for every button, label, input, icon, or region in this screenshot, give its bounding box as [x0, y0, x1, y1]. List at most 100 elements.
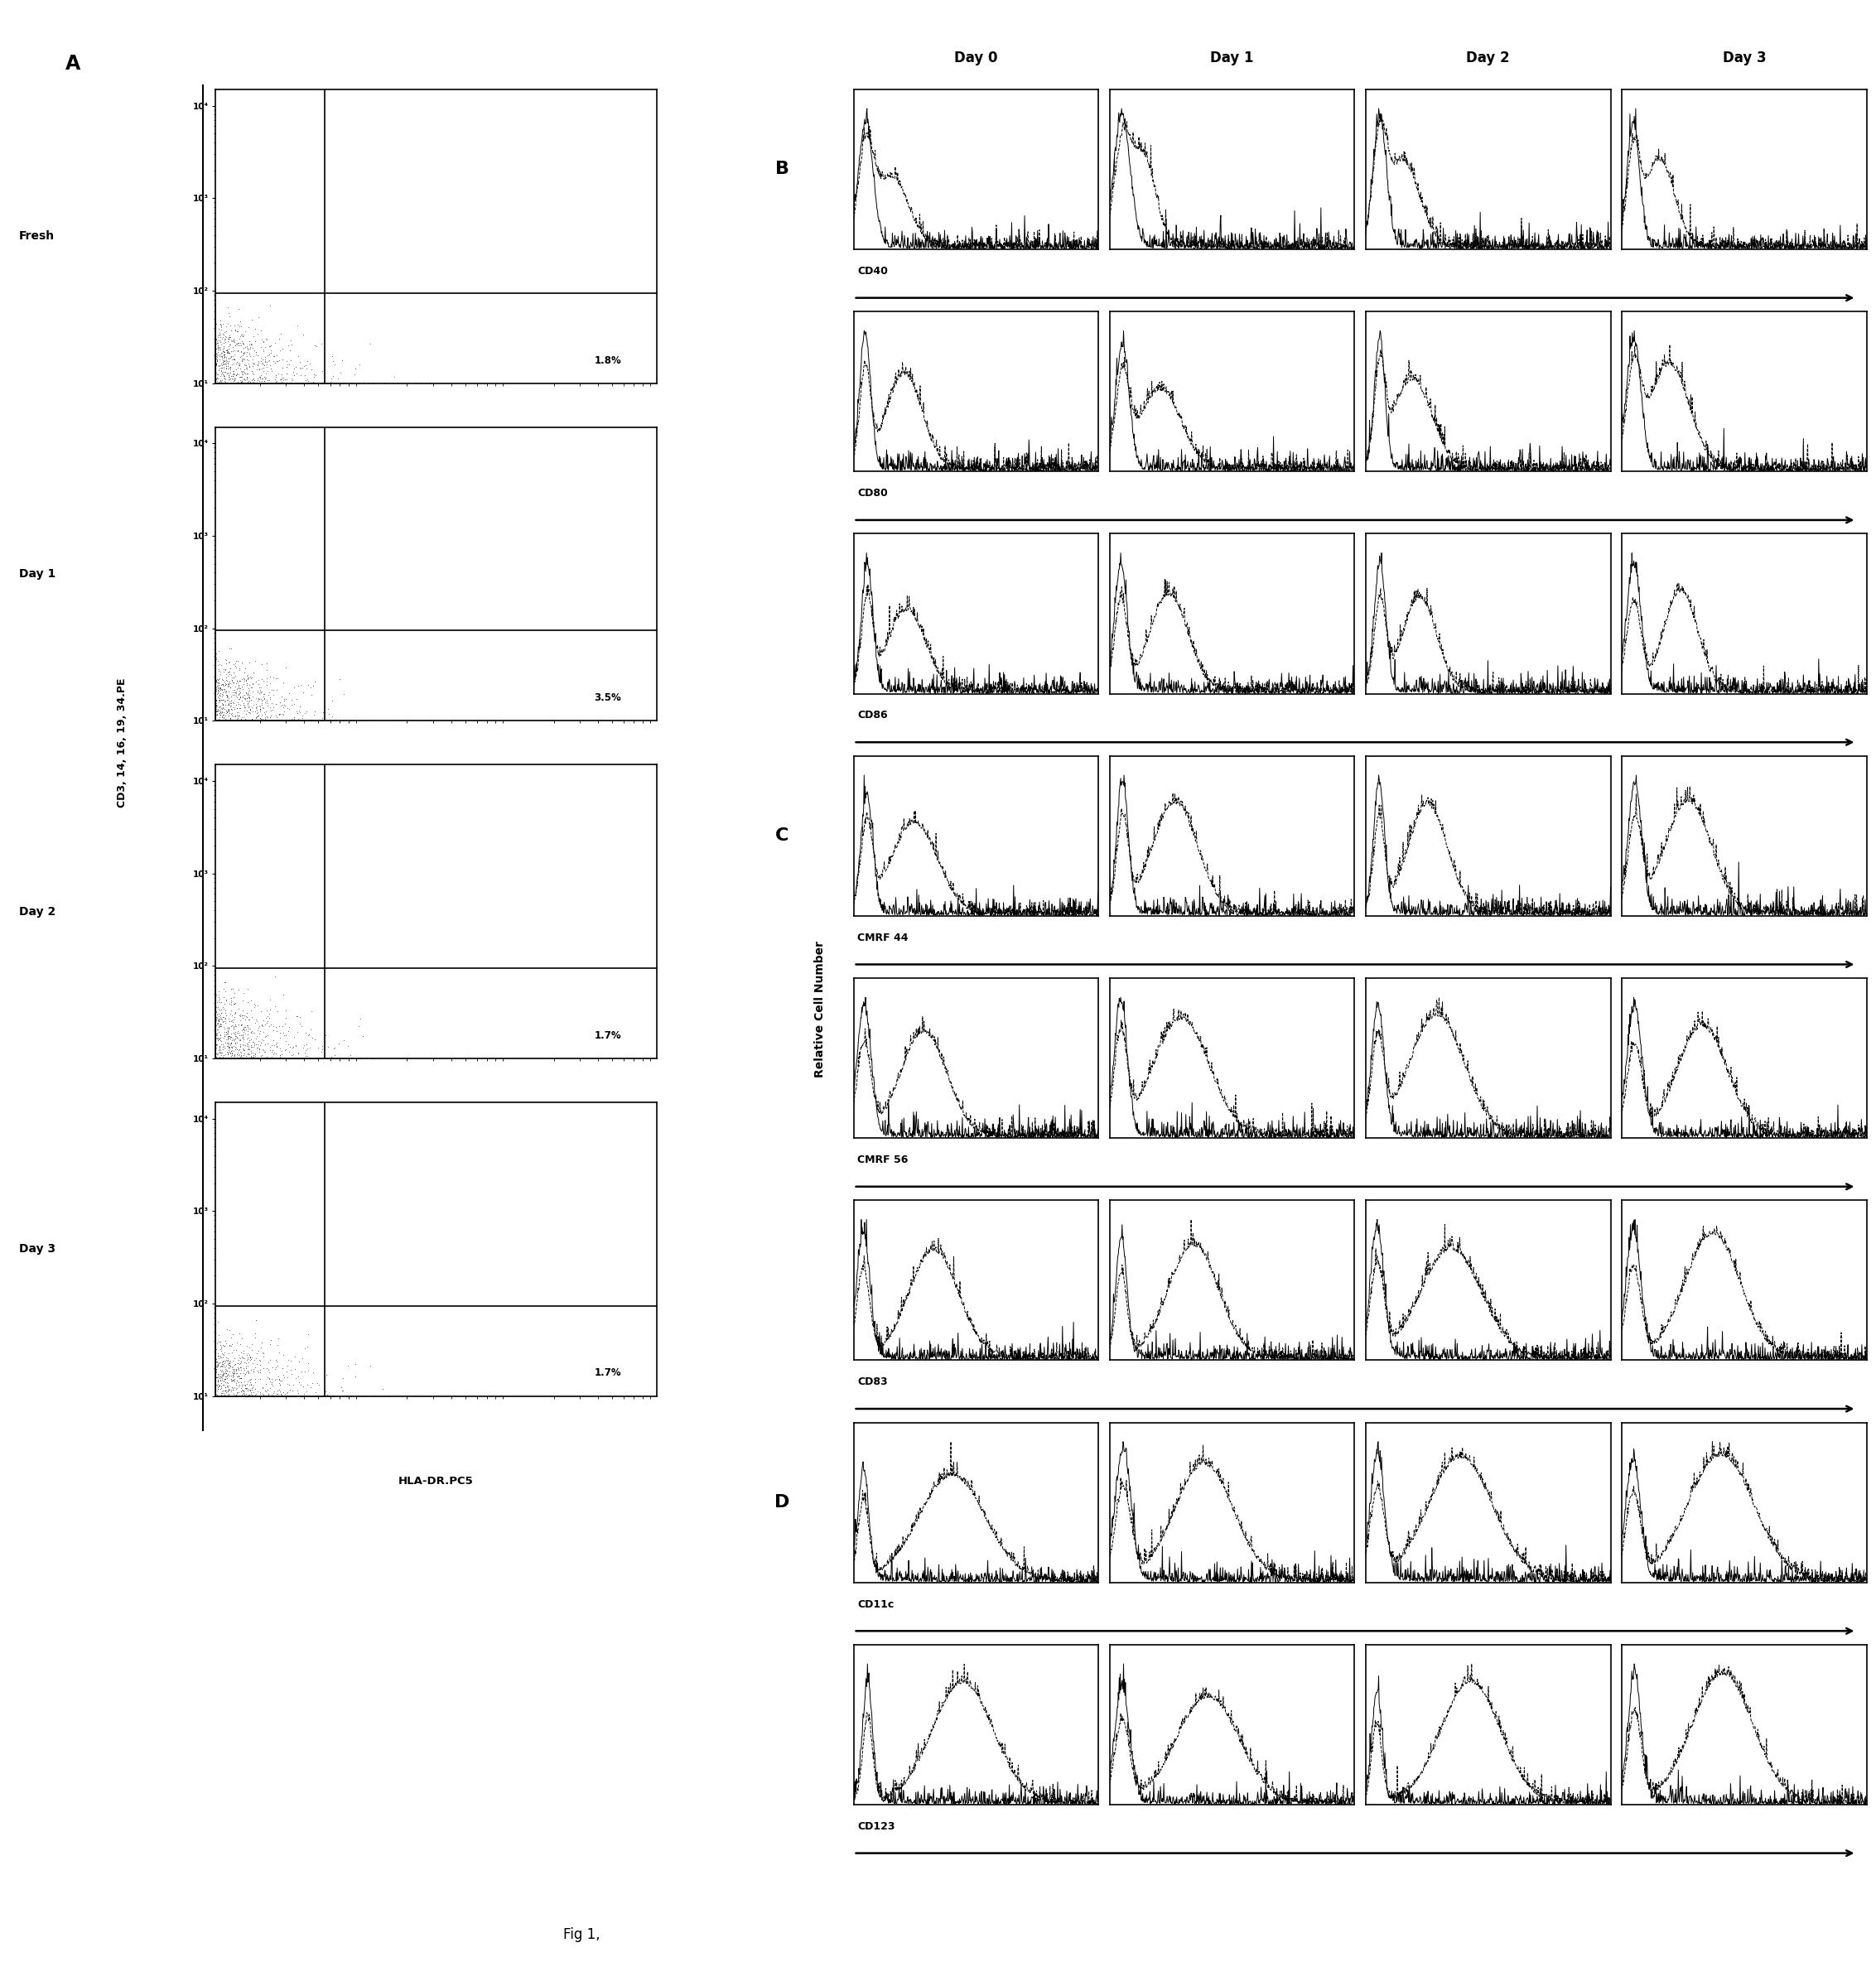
- Point: [204, 703, 234, 735]
- Point: [201, 352, 231, 383]
- Point: [201, 701, 231, 733]
- Point: [248, 1380, 278, 1412]
- Point: [201, 1043, 231, 1074]
- Point: [201, 332, 231, 363]
- Point: [268, 705, 298, 737]
- Point: [201, 1027, 231, 1059]
- Point: [201, 667, 231, 699]
- Point: [201, 1043, 231, 1074]
- Point: [201, 348, 231, 379]
- Point: [201, 1043, 231, 1074]
- Point: [204, 1380, 234, 1412]
- Point: [206, 679, 236, 711]
- Point: [201, 359, 231, 391]
- Point: [201, 1029, 231, 1061]
- Point: [201, 705, 231, 737]
- Point: [201, 1380, 231, 1412]
- Point: [201, 316, 231, 348]
- Point: [201, 1043, 231, 1074]
- Point: [201, 1370, 231, 1402]
- Point: [257, 1043, 287, 1074]
- Point: [201, 705, 231, 737]
- Point: [201, 359, 231, 391]
- Point: [201, 1362, 231, 1394]
- Point: [201, 326, 231, 357]
- Point: [225, 361, 255, 393]
- Point: [201, 1350, 231, 1382]
- Point: [201, 367, 231, 399]
- Point: [201, 995, 231, 1027]
- Point: [201, 1043, 231, 1074]
- Point: [201, 997, 231, 1029]
- Point: [201, 367, 231, 399]
- Point: [266, 1380, 296, 1412]
- Point: [231, 1380, 261, 1412]
- Point: [201, 663, 231, 695]
- Point: [201, 1356, 231, 1388]
- Point: [201, 1339, 231, 1370]
- Point: [201, 350, 231, 381]
- Point: [201, 332, 231, 363]
- Point: [208, 1043, 238, 1074]
- Point: [201, 1354, 231, 1386]
- Point: [280, 1380, 310, 1412]
- Point: [201, 338, 231, 369]
- Point: [201, 1362, 231, 1394]
- Point: [201, 1380, 231, 1412]
- Point: [201, 1029, 231, 1061]
- Point: [201, 363, 231, 395]
- Point: [201, 705, 231, 737]
- Point: [201, 705, 231, 737]
- Point: [201, 705, 231, 737]
- Point: [201, 679, 231, 711]
- Point: [201, 1356, 231, 1388]
- Point: [201, 1021, 231, 1053]
- Point: [201, 1380, 231, 1412]
- Point: [201, 1370, 231, 1402]
- Point: [201, 308, 231, 340]
- Point: [201, 1368, 231, 1400]
- Point: [210, 1380, 240, 1412]
- Point: [206, 705, 236, 737]
- Point: [201, 1358, 231, 1390]
- Point: [204, 1380, 234, 1412]
- Point: [201, 1043, 231, 1074]
- Point: [201, 705, 231, 737]
- Point: [201, 320, 231, 352]
- Point: [201, 1347, 231, 1378]
- Point: [285, 695, 315, 727]
- Point: [201, 669, 231, 701]
- Point: [201, 655, 231, 687]
- Point: [201, 1378, 231, 1410]
- Point: [201, 705, 231, 737]
- Point: [201, 1023, 231, 1055]
- Point: [201, 695, 231, 727]
- Point: [201, 703, 231, 735]
- Point: [276, 1043, 306, 1074]
- Point: [201, 1023, 231, 1055]
- Point: [201, 1023, 231, 1055]
- Point: [244, 1380, 274, 1412]
- Point: [242, 1043, 272, 1074]
- Point: [201, 1021, 231, 1053]
- Point: [268, 1043, 298, 1074]
- Point: [201, 1043, 231, 1074]
- Point: [201, 330, 231, 361]
- Point: [216, 1380, 246, 1412]
- Point: [231, 1043, 261, 1074]
- Point: [201, 344, 231, 375]
- Point: [244, 1043, 274, 1074]
- Point: [201, 342, 231, 373]
- Point: [203, 1043, 233, 1074]
- Point: [201, 1352, 231, 1384]
- Point: [201, 991, 231, 1023]
- Point: [295, 367, 325, 399]
- Point: [201, 1031, 231, 1063]
- Point: [201, 1341, 231, 1372]
- Point: [201, 1013, 231, 1045]
- Point: [216, 703, 246, 735]
- Point: [201, 1335, 231, 1366]
- Point: [201, 1035, 231, 1066]
- Point: [274, 1380, 304, 1412]
- Point: [304, 1380, 334, 1412]
